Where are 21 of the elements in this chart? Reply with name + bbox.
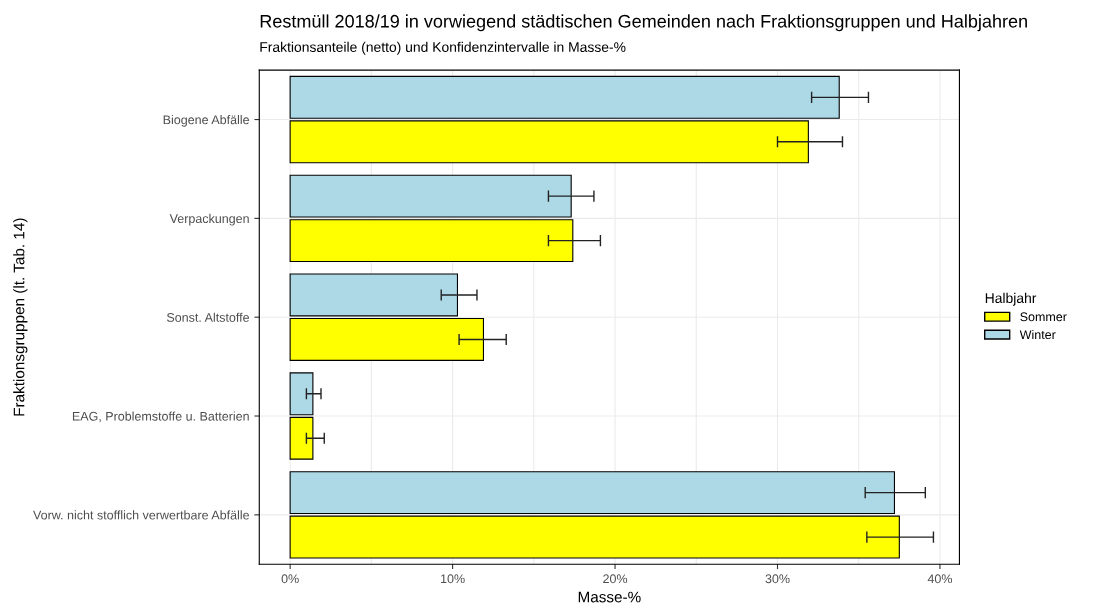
y-tick-label: EAG, Problemstoffe u. Batterien (72, 411, 249, 423)
x-axis-title: Masse-% (578, 591, 641, 603)
x-tick-label: 0% (281, 574, 299, 584)
legend-label: Winter (1019, 329, 1056, 340)
legend-label: Sommer (1020, 312, 1067, 322)
bar (289, 471, 896, 515)
bar (289, 416, 314, 460)
x-tick-label: 30% (765, 574, 790, 584)
chart-subtitle: Fraktionsanteile (netto) und Konfidenzintervalle in Masse-% (260, 41, 626, 55)
y-tick-label: Vorw. nicht stofflich verwertbare Abfälle (33, 510, 250, 520)
y-tick-label: Biogene Abfälle (163, 115, 250, 127)
x-tick-label: 20% (603, 574, 628, 584)
y-axis-title: Fraktionsgruppen (lt. Tab. 14) (13, 218, 28, 416)
bar (289, 515, 900, 559)
bar (289, 372, 314, 416)
legend-title: Halbjahr (985, 292, 1037, 306)
x-tick-label: 40% (927, 574, 953, 584)
y-tick-label: Sonst. Altstoffe (166, 312, 249, 322)
chart-title: Restmüll 2018/19 in vorwiegend städtischen Gemeinden nach Fraktionsgruppen und Halbjahren (260, 14, 1027, 32)
x-tick-label: 10% (441, 574, 465, 584)
y-tick-label: Verpackungen (169, 213, 249, 226)
